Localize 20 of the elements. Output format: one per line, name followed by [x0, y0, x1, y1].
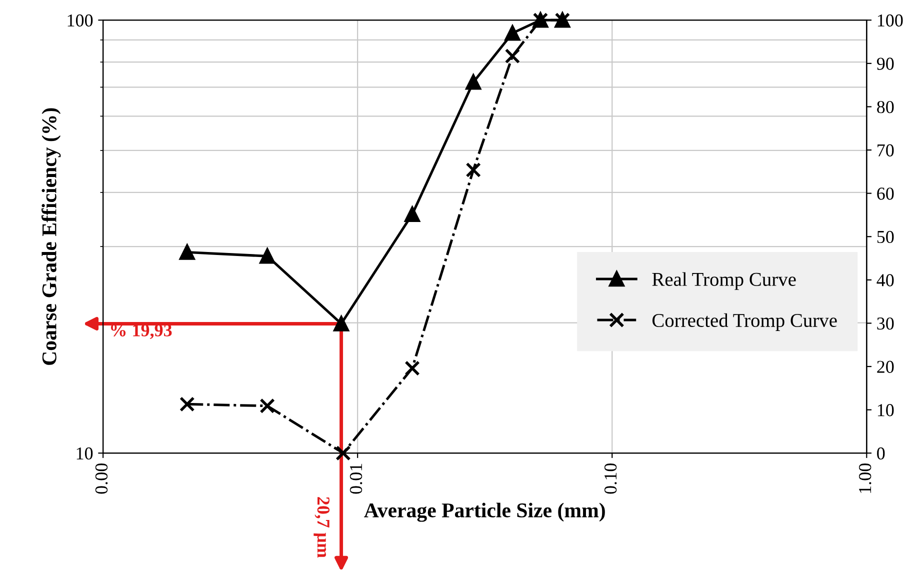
x-tick-label: 1.00	[858, 464, 872, 493]
x-tick-label: 0.00	[95, 464, 108, 494]
y2-tick-label: 100	[878, 14, 903, 27]
y2-tick-label: 30	[877, 317, 894, 330]
x-axis-title: Average Particle Size (mm)	[364, 502, 605, 522]
text: 20,7 µm	[314, 497, 330, 558]
y2-tick-label: 50	[877, 230, 894, 244]
y2-tick-label: 10	[878, 404, 894, 416]
y2-tick-label: 80	[877, 100, 894, 114]
y2-tick-label: 40	[876, 274, 894, 286]
y2-tick-label: 70	[878, 144, 894, 156]
legend-label: Real Tromp Curve	[652, 272, 796, 290]
y2-tick-label: 20	[877, 360, 894, 373]
x-tick-label: 0.01	[350, 464, 362, 494]
y2-tick-label: 90	[876, 58, 894, 70]
y2-tick-label: 0	[877, 447, 885, 460]
y2-tick-label: 60	[877, 188, 894, 200]
y-axis-title: Coarse Grade Efficiency (%)	[42, 108, 61, 365]
legend-label: Corrected Tromp Curve	[652, 313, 837, 331]
x-tick-label: 0.10	[604, 464, 617, 494]
